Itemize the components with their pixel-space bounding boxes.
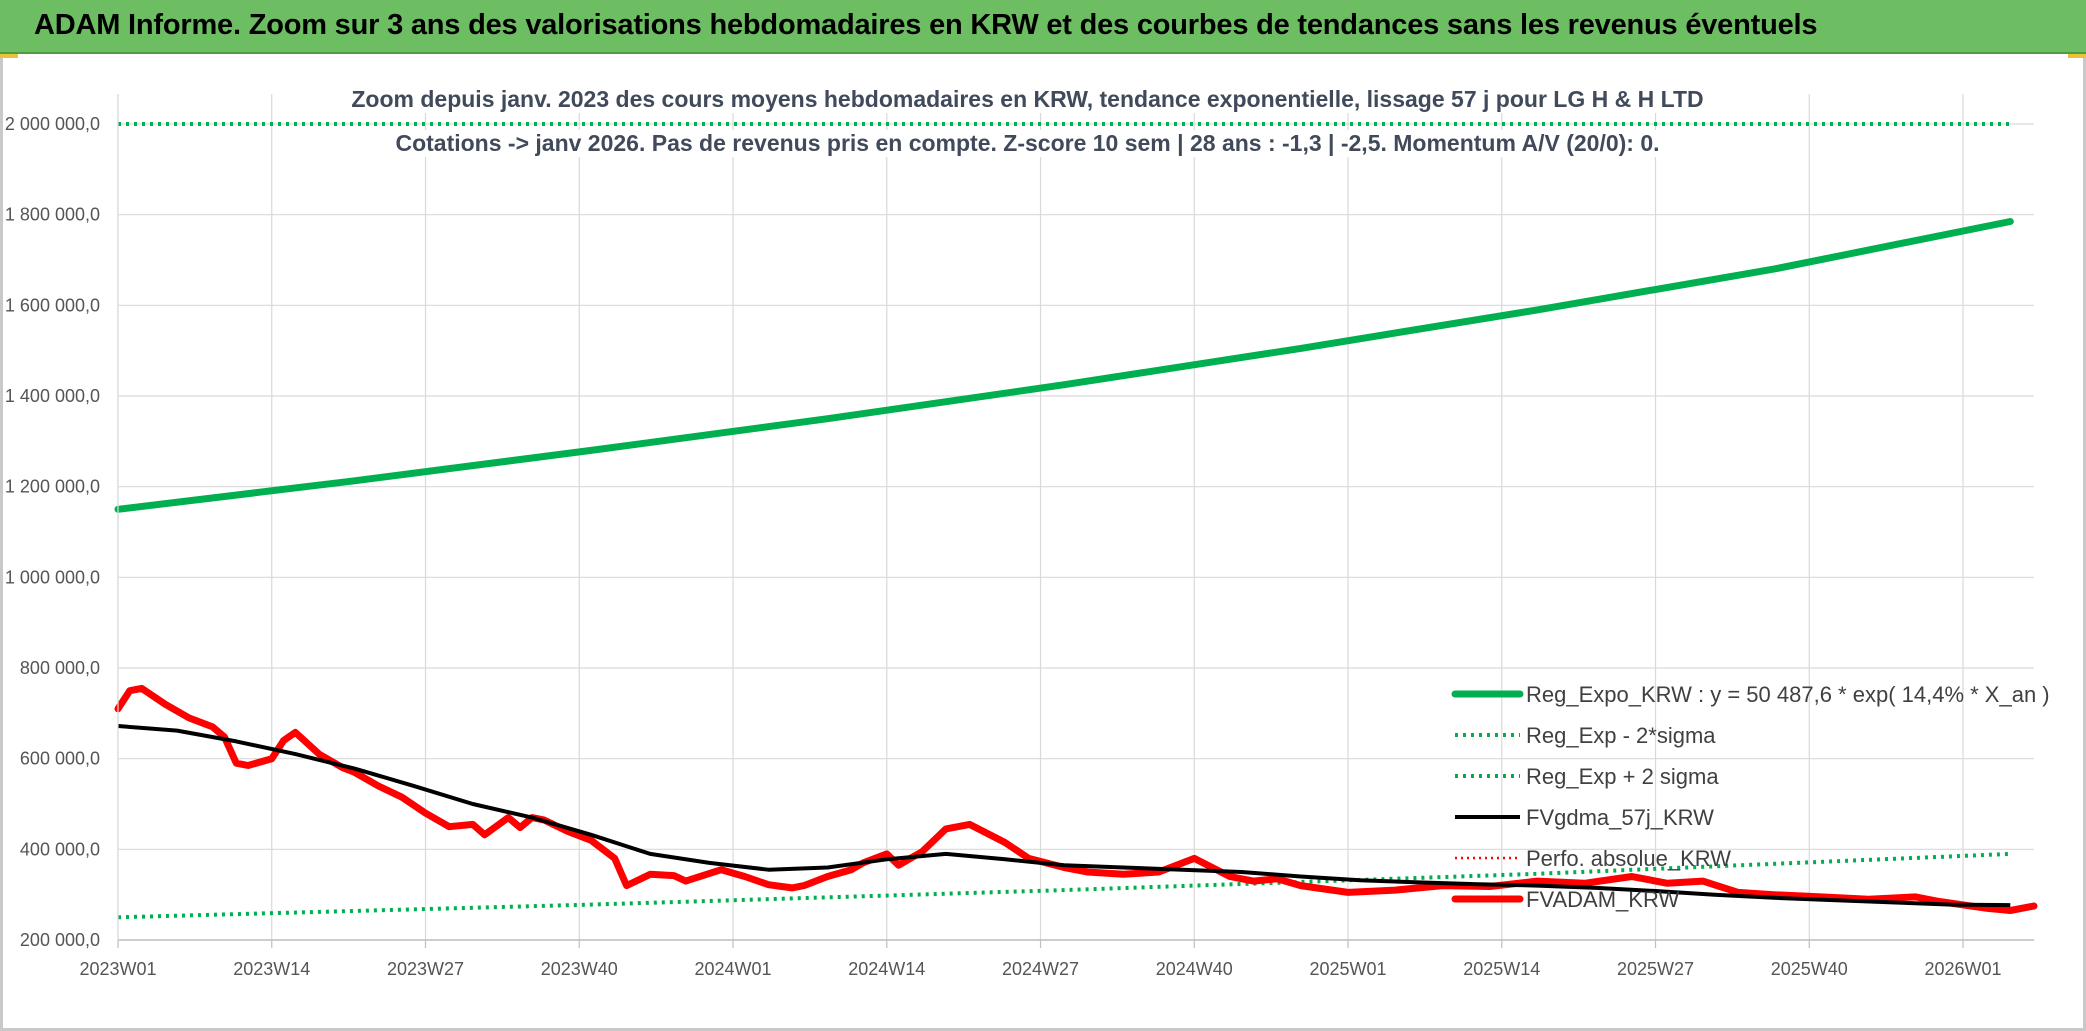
x-tick-label: 2025W14 — [1463, 959, 1540, 979]
x-tick-label: 2025W01 — [1309, 959, 1386, 979]
legend-label: Reg_Exp - 2*sigma — [1526, 723, 1716, 748]
chart-subtitle: Cotations -> janv 2026. Pas de revenus p… — [345, 130, 1710, 157]
y-tick-label: 1 400 000,0 — [5, 386, 100, 406]
series-line-fvgdma-57j-krw — [117, 724, 2011, 908]
series-line-fvadam-krw — [114, 684, 2038, 914]
y-tick-label: 1 800 000,0 — [5, 205, 100, 225]
legend-label: FVADAM_KRW — [1526, 887, 1679, 912]
x-tick-label: 2023W14 — [233, 959, 310, 979]
x-tick-label: 2024W01 — [694, 959, 771, 979]
series-line-reg-exp-2-sigma — [117, 851, 2011, 920]
y-tick-label: 2 000 000,0 — [5, 114, 100, 134]
y-tick-label: 200 000,0 — [20, 930, 100, 950]
frame-corner-right — [2068, 54, 2086, 58]
y-tick-label: 800 000,0 — [20, 658, 100, 678]
grid — [117, 94, 2034, 941]
legend-label: Reg_Exp + 2 sigma — [1526, 764, 1719, 789]
x-tick-label: 2023W27 — [387, 959, 464, 979]
legend-label: Perfo. absolue_KRW — [1526, 846, 1731, 871]
y-tick-label: 1 600 000,0 — [5, 295, 100, 315]
legend-label: FVgdma_57j_KRW — [1526, 805, 1714, 830]
x-tick-label: 2024W40 — [1156, 959, 1233, 979]
series-group — [114, 122, 2038, 920]
report-title: ADAM Informe. Zoom sur 3 ans des valoris… — [34, 9, 1818, 41]
legend: Reg_Expo_KRW : y = 50 487,6 * exp( 14,4%… — [1451, 682, 2050, 912]
x-tick-label: 2023W40 — [541, 959, 618, 979]
x-tick-label: 2026W01 — [1925, 959, 2002, 979]
y-tick-label: 1 200 000,0 — [5, 477, 100, 497]
x-tick-label: 2023W01 — [79, 959, 156, 979]
chart-frame — [0, 54, 2086, 1031]
series-line-reg-expo-krw-y-50-487-6-exp-14 — [114, 218, 2014, 513]
x-tick-label: 2025W27 — [1617, 959, 1694, 979]
y-tick-label: 400 000,0 — [20, 839, 100, 859]
axes: 200 000,0 400 000,0 600 000,0 800 000,0 1 00… — [5, 94, 2034, 979]
y-tick-label: 1 000 000,0 — [5, 567, 100, 587]
frame-corner-left — [0, 54, 18, 58]
x-tick-label: 2024W14 — [848, 959, 925, 979]
x-tick-label: 2025W40 — [1771, 959, 1848, 979]
chart-title: Zoom depuis janv. 2023 des cours moyens … — [345, 86, 1710, 113]
legend-label: Reg_Expo_KRW : y = 50 487,6 * exp( 14,4%… — [1526, 682, 2050, 707]
report-banner: ADAM Informe. Zoom sur 3 ans des valoris… — [0, 0, 2086, 54]
y-tick-label: 600 000,0 — [20, 749, 100, 769]
x-tick-label: 2024W27 — [1002, 959, 1079, 979]
